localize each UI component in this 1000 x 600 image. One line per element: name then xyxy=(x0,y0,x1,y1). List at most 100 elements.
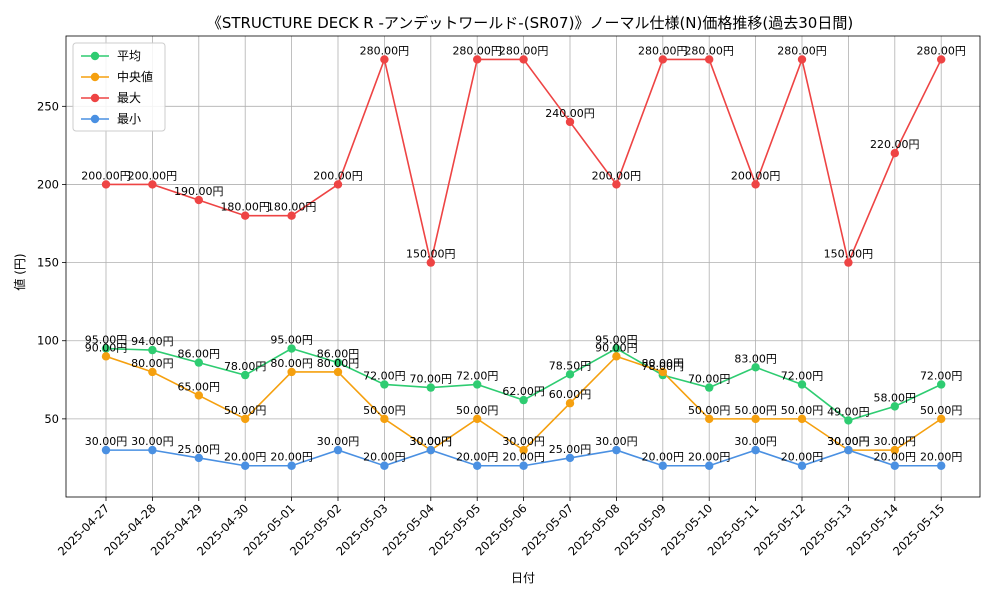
data-point xyxy=(844,258,853,267)
data-label: 65.00円 xyxy=(178,380,221,393)
legend-box xyxy=(72,42,166,132)
data-point xyxy=(565,117,575,127)
data-point xyxy=(426,383,435,392)
data-label: 20.00円 xyxy=(456,451,499,464)
data-label: 220.00円 xyxy=(870,138,920,151)
data-label: 180.00円 xyxy=(220,201,270,214)
series-layer xyxy=(101,55,946,470)
data-point xyxy=(705,383,714,392)
data-label: 50.00円 xyxy=(456,404,499,417)
data-label: 200.00円 xyxy=(313,169,363,182)
data-label: 25.00円 xyxy=(549,443,592,456)
data-label: 90.00円 xyxy=(85,341,128,354)
data-point xyxy=(287,461,296,470)
data-label: 30.00円 xyxy=(85,435,128,448)
y-tick-label: 100 xyxy=(37,334,59,348)
data-point xyxy=(333,367,343,377)
data-label: 80.00円 xyxy=(131,357,174,370)
data-label: 20.00円 xyxy=(642,451,685,464)
data-label: 50.00円 xyxy=(688,404,731,417)
legend-marker xyxy=(90,114,100,124)
data-label: 95.00円 xyxy=(270,334,313,347)
data-point xyxy=(241,370,250,380)
data-point xyxy=(612,445,621,455)
data-label: 240.00円 xyxy=(545,107,595,120)
data-point xyxy=(194,391,203,400)
data-point xyxy=(751,445,760,455)
data-label: 200.00円 xyxy=(731,169,781,182)
data-label: 70.00円 xyxy=(688,373,731,386)
y-tick-label: 50 xyxy=(44,412,59,426)
data-label: 60.00円 xyxy=(549,388,592,401)
data-point xyxy=(937,380,946,389)
plot-frame xyxy=(65,35,981,498)
data-label: 50.00円 xyxy=(734,404,777,417)
data-point xyxy=(890,402,899,411)
data-point xyxy=(612,180,621,189)
data-label: 20.00円 xyxy=(270,451,313,464)
data-point xyxy=(333,445,343,455)
chart-title: 《STRUCTURE DECK R -アンデットワールド-(SR07)》ノーマル… xyxy=(207,14,853,32)
data-label: 70.00円 xyxy=(410,373,453,386)
data-label: 30.00円 xyxy=(410,435,453,448)
data-point xyxy=(148,345,157,355)
data-label: 30.00円 xyxy=(874,435,917,448)
data-label: 50.00円 xyxy=(363,404,406,417)
data-label: 280.00円 xyxy=(499,44,549,57)
data-point xyxy=(148,180,157,189)
data-point xyxy=(426,445,435,455)
data-point xyxy=(937,414,946,424)
data-point xyxy=(287,367,296,377)
data-point xyxy=(241,211,250,220)
data-label: 200.00円 xyxy=(81,169,131,182)
data-label: 50.00円 xyxy=(920,404,963,417)
data-label: 86.00円 xyxy=(178,348,221,361)
data-point xyxy=(473,414,482,424)
data-label: 25.00円 xyxy=(178,443,221,456)
data-point xyxy=(380,414,389,424)
data-point xyxy=(194,195,203,205)
data-label: 72.00円 xyxy=(781,369,824,382)
data-point xyxy=(148,445,157,455)
legend-label: 最小 xyxy=(117,112,141,126)
data-label: 20.00円 xyxy=(874,451,917,464)
data-label: 200.00円 xyxy=(128,169,178,182)
y-tick-label: 150 xyxy=(37,256,59,270)
data-label: 150.00円 xyxy=(824,248,874,261)
data-point xyxy=(473,55,482,64)
data-label: 20.00円 xyxy=(502,451,545,464)
data-label: 72.00円 xyxy=(920,369,963,382)
data-point xyxy=(519,445,528,455)
legend-marker xyxy=(90,51,100,61)
data-point xyxy=(380,380,389,389)
data-label: 280.00円 xyxy=(684,44,734,57)
data-point xyxy=(890,445,899,455)
data-point xyxy=(612,352,621,361)
data-point xyxy=(565,370,575,379)
legend-marker xyxy=(90,72,100,82)
data-point xyxy=(751,414,760,424)
data-point xyxy=(101,180,111,189)
data-point xyxy=(519,461,528,470)
data-label: 30.00円 xyxy=(317,435,360,448)
data-label: 200.00円 xyxy=(592,169,642,182)
data-point xyxy=(612,344,621,353)
data-label: 95.00円 xyxy=(595,334,638,347)
legend-marker xyxy=(90,93,100,103)
data-label: 30.00円 xyxy=(131,435,174,448)
data-point xyxy=(937,55,946,64)
data-point xyxy=(333,358,343,367)
data-label: 20.00円 xyxy=(688,451,731,464)
data-label: 280.00円 xyxy=(360,44,410,57)
data-label: 280.00円 xyxy=(638,44,688,57)
data-label: 190.00円 xyxy=(174,185,224,198)
data-point xyxy=(241,414,250,424)
data-point xyxy=(705,55,714,64)
data-point xyxy=(380,55,389,64)
data-label: 30.00円 xyxy=(734,435,777,448)
data-point xyxy=(101,344,111,353)
data-point xyxy=(658,461,667,470)
data-point xyxy=(194,358,203,367)
data-label: 280.00円 xyxy=(916,44,966,57)
